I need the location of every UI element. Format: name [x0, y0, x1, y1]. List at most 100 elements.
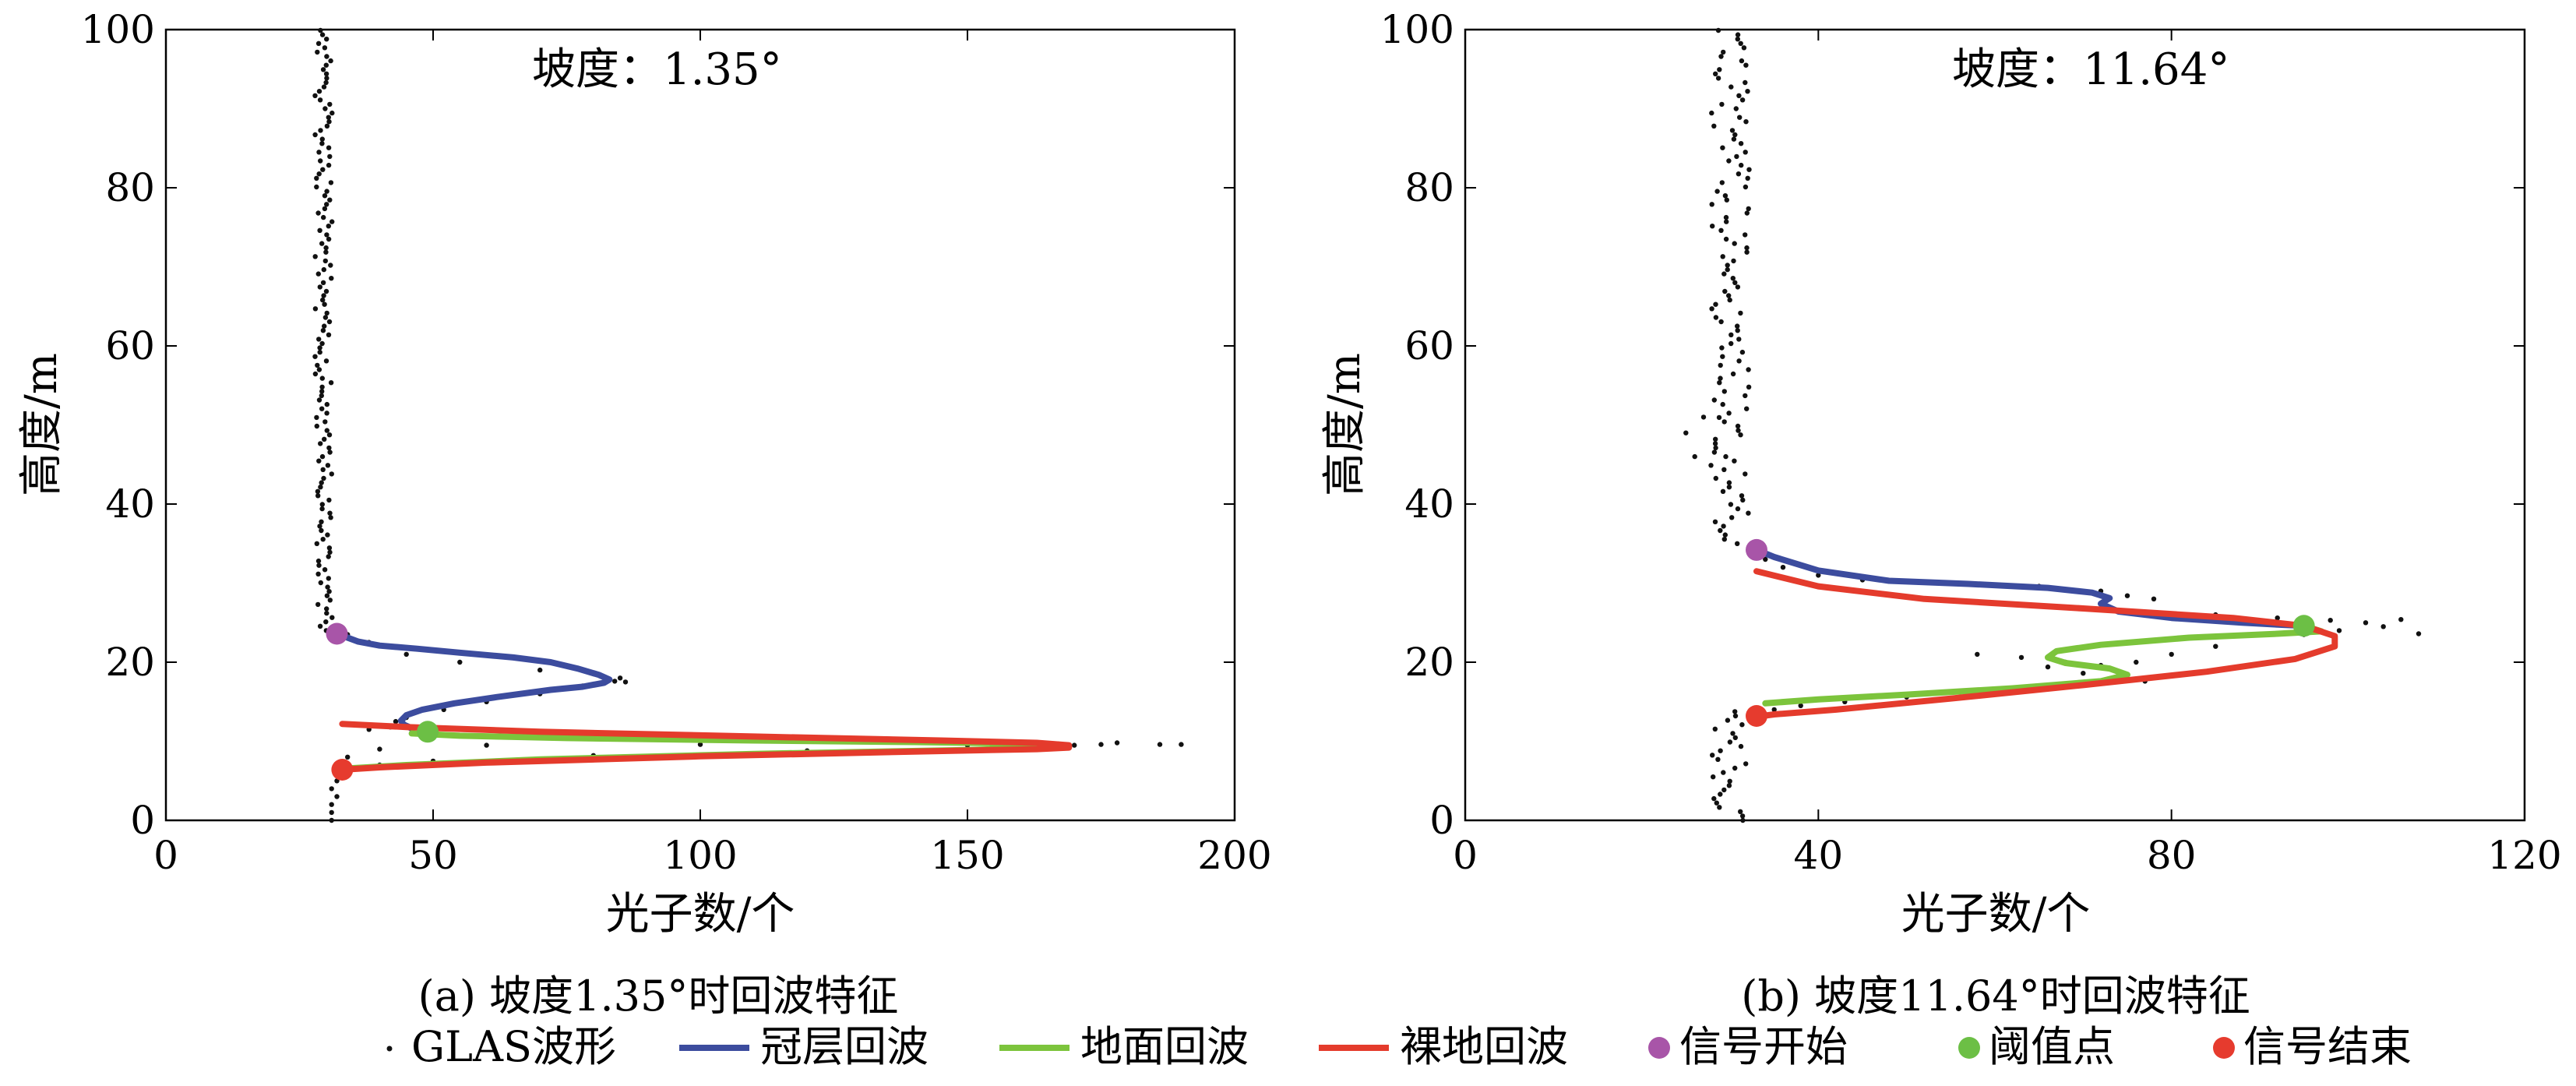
waveform-dot: [1728, 332, 1734, 337]
waveform-dot: [1715, 756, 1721, 762]
waveform-dot: [321, 293, 326, 298]
x-tick-label: 0: [1453, 833, 1478, 878]
marker-signal_start: [326, 622, 348, 645]
waveform-dot: [314, 414, 319, 421]
y-tick-label: 100: [81, 7, 155, 52]
waveform-dot: [324, 202, 329, 207]
waveform-dot: [326, 119, 332, 125]
waveform-dot: [1736, 428, 1741, 433]
waveform-dot: [1726, 480, 1732, 485]
waveform-dot: [326, 145, 332, 150]
chart-panel-b: 0 40 80 120 0 20 40 60 80 100 坡度：11.64°: [1380, 7, 2562, 878]
waveform-dot: [1719, 180, 1725, 185]
waveform-dot: [318, 158, 323, 164]
waveform-points: [329, 628, 1184, 823]
waveform-dot: [1746, 206, 1751, 212]
waveform-dot: [1727, 297, 1732, 303]
caption-a: (a) 坡度1.35°时回波特征: [418, 971, 899, 1021]
y-tick-label: 80: [1404, 165, 1454, 210]
waveform-dot: [1723, 236, 1729, 242]
waveform-dot: [1713, 315, 1719, 320]
waveform-dot: [319, 519, 324, 524]
waveform-dot: [319, 506, 325, 512]
waveform-dot: [1743, 62, 1749, 68]
waveform-dot: [319, 480, 324, 485]
waveform-dot: [2398, 617, 2404, 622]
waveform-dot: [317, 349, 322, 355]
waveform-dot: [326, 497, 332, 503]
waveform-dot: [322, 315, 329, 320]
waveform-dot: [622, 679, 629, 685]
waveform-dot: [1718, 792, 1723, 797]
waveform-dot: [1743, 119, 1749, 125]
waveform-dot: [1708, 463, 1714, 468]
waveform-dot: [1724, 219, 1729, 224]
x-axis-label-b: 光子数/个: [1901, 889, 2091, 940]
waveform-dot: [329, 802, 334, 807]
waveform-dot: [319, 136, 325, 142]
waveform-dot: [484, 742, 489, 748]
waveform-dot: [1692, 453, 1697, 460]
waveform-dot: [697, 742, 703, 747]
waveform-dot: [316, 562, 322, 568]
y-tick-label: 60: [105, 323, 155, 368]
waveform-dot: [1718, 527, 1723, 534]
waveform-dot: [327, 598, 333, 603]
x-tick-label: 120: [2487, 833, 2561, 878]
waveform-dot: [1714, 189, 1720, 194]
waveform-dot: [316, 367, 322, 372]
waveform-dot: [1726, 783, 1732, 788]
waveform-dot: [316, 337, 322, 342]
waveform-dot: [319, 527, 324, 534]
waveform-dot: [1729, 128, 1736, 133]
waveform-dot: [317, 227, 322, 233]
marker-threshold: [417, 721, 439, 743]
waveform-dot: [1732, 241, 1737, 246]
waveform-dot: [329, 809, 334, 816]
waveform-dot: [1718, 227, 1724, 233]
waveform-dot: [2380, 624, 2386, 629]
waveform-dot: [1713, 301, 1718, 307]
waveform-dot: [1732, 735, 1738, 741]
waveform-dot: [319, 453, 326, 460]
waveform-dot: [1712, 519, 1718, 524]
waveform-dot: [1726, 158, 1732, 164]
waveform-dot: [324, 401, 329, 407]
waveform-dot: [321, 475, 326, 481]
waveform-dot: [323, 245, 329, 251]
waveform-dot: [1732, 765, 1738, 771]
y-tick-label: 0: [130, 798, 155, 843]
legend-label-waveform: GLAS波形: [411, 1022, 616, 1071]
waveform-dot: [1723, 453, 1728, 460]
waveform-dot: [323, 62, 329, 68]
waveform-dot: [393, 718, 399, 725]
waveform-dot: [322, 436, 327, 442]
waveform-dot: [323, 249, 329, 255]
waveform-dot: [312, 93, 318, 99]
waveform-dot: [326, 319, 333, 325]
waveform-dot: [1723, 214, 1729, 220]
waveform-dot: [320, 67, 326, 72]
waveform-dot: [314, 423, 319, 429]
chart-panel-a: 0 50 100 150 200 0 20 40 60 80 100 坡度：1.35°: [81, 7, 1272, 878]
waveform-dot: [1098, 742, 1104, 747]
waveform-dot: [326, 224, 331, 229]
waveform-dot: [318, 27, 323, 33]
waveform-dot: [1716, 414, 1722, 421]
waveform-dot: [314, 541, 319, 546]
waveform-dot: [1727, 739, 1733, 745]
waveform-dot: [327, 153, 333, 160]
waveform-dot: [1179, 742, 1184, 747]
waveform-dot: [328, 380, 334, 386]
waveform-dot: [334, 794, 340, 799]
waveform-dot: [1744, 210, 1750, 216]
waveform-dot: [2151, 596, 2157, 601]
waveform-dot: [328, 263, 333, 268]
waveform-noise: [1708, 27, 1752, 823]
waveform-dot: [1711, 795, 1717, 802]
waveform-dot: [1709, 110, 1714, 116]
waveform-dot: [1743, 761, 1749, 767]
waveform-dot: [326, 432, 333, 438]
waveform-dot: [1157, 742, 1163, 747]
waveform-dot: [1743, 184, 1749, 190]
